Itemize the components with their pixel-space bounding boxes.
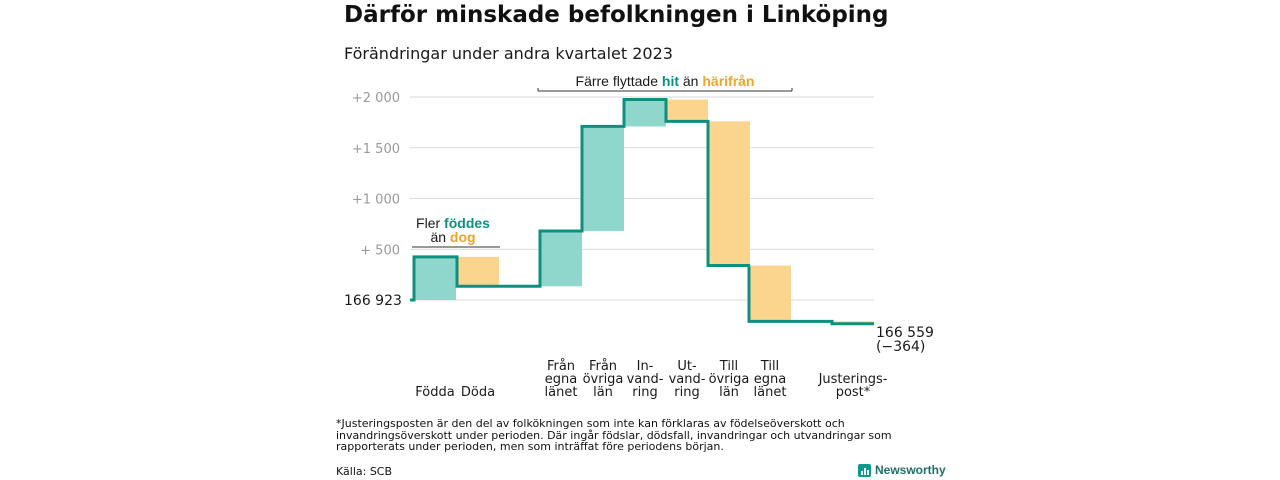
newsworthy-logo-icon [858,463,871,477]
category-label: ring [674,385,699,400]
category-label: Till [719,359,738,374]
waterfall-bar [666,99,708,122]
annotation-migration: Färre flyttade hit än härifrån [576,73,755,89]
category-label: Justerings- [818,372,888,387]
category-label: Födda [415,385,454,400]
category-label: egna [545,372,577,387]
end-change-label: (−364) [876,339,925,355]
waterfall-bar [540,230,582,287]
y-tick-label: +1 000 [352,193,400,208]
category-label: post* [836,385,871,400]
annotation-births-line1: Fler föddes [416,215,490,231]
category-label: Från [589,359,617,374]
step-line [410,98,874,326]
waterfall-bar [582,126,624,231]
category-label: Till [760,359,779,374]
end-value-label: 166 559 [876,325,934,341]
category-label: egna [754,372,786,387]
waterfall-chart: + 500 +1 000 +1 500 +2 000 166 923 166 559(−3… [344,73,934,400]
waterfall-bar [624,99,666,127]
category-label: länet [754,385,787,400]
category-label: ring [632,385,657,400]
annotation-births-line2: än dog [430,229,475,245]
brand-name: Newsworthy [875,463,946,477]
y-tick-label: + 500 [360,243,400,258]
category-label: Ut- [677,359,697,374]
category-label: Döda [461,385,495,400]
category-label: vand- [669,372,706,387]
source-label: Källa: SCB [336,465,393,478]
chart-subtitle: Förändringar under andra kvartalet 2023 [344,44,673,63]
category-label: län [593,385,613,400]
waterfall-bar [708,121,750,266]
category-label: övriga [709,372,750,387]
category-label: länet [545,385,578,400]
category-label: vand- [627,372,664,387]
waterfall-bar [749,265,791,322]
newsworthy-logo[interactable]: Newsworthy [858,463,946,477]
start-value-label: 166 923 [344,293,402,309]
waterfall-bar [457,256,499,287]
waterfall-bar [414,256,456,300]
chart-title: Därför minskade befolkningen i Linköping [344,2,889,28]
category-label: Från [547,359,575,374]
y-tick-label: +2 000 [352,91,400,106]
y-tick-label: +1 500 [352,142,400,157]
category-label: övriga [583,372,624,387]
footnote: *Justeringsposten är den del av folkökni… [336,417,892,453]
category-label: In- [637,359,654,374]
category-label: län [719,385,739,400]
